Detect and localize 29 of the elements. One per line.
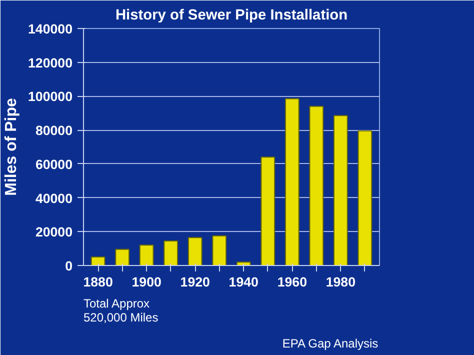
bar [164, 240, 178, 266]
bar [90, 256, 106, 266]
y-tick-label: 20000 [35, 224, 72, 240]
chart-title: History of Sewer Pipe Installation [115, 8, 348, 24]
x-tick-label: 1960 [277, 274, 307, 290]
bar [309, 106, 324, 266]
y-tick-label: 80000 [35, 123, 72, 138]
bar [358, 130, 372, 266]
bar [212, 235, 227, 266]
y-tick-label: 100000 [28, 89, 73, 104]
text: EPA Gap Analysis [282, 336, 378, 350]
y-axis-title: Miles of Pipe [3, 98, 20, 196]
bar [334, 115, 348, 266]
y-tick-label: 140000 [28, 22, 73, 36]
bar [284, 98, 300, 266]
x-tick-label: 1880 [83, 274, 113, 290]
y-tick-label: 40000 [35, 190, 72, 206]
bar [188, 237, 202, 266]
y-tick-label: 120000 [28, 55, 73, 70]
bar [260, 156, 276, 266]
x-tick-label: 1940 [228, 274, 258, 290]
y-tick-label: 60000 [35, 156, 72, 172]
bar [115, 248, 130, 266]
x-tick-label: 1920 [180, 274, 210, 290]
bar [139, 244, 154, 266]
y-tick-label: 0 [65, 258, 73, 274]
x-tick-label: 1980 [326, 274, 356, 290]
text: Total Approx 520,000 Miles [84, 296, 158, 324]
x-tick-label: 1900 [132, 274, 162, 290]
